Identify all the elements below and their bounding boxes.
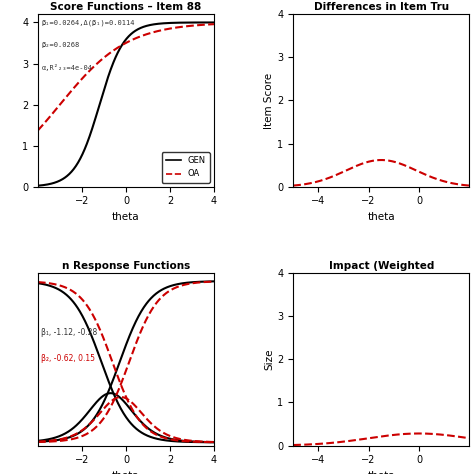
X-axis label: theta: theta <box>112 471 140 474</box>
Text: β₁, -1.12, -0.28: β₁, -1.12, -0.28 <box>41 328 98 337</box>
Text: β₂, -0.62, 0.15: β₂, -0.62, 0.15 <box>41 354 95 363</box>
Y-axis label: Size: Size <box>264 348 274 370</box>
X-axis label: theta: theta <box>367 212 395 222</box>
Legend: GEN, OA: GEN, OA <box>162 152 210 182</box>
Y-axis label: Item Score: Item Score <box>264 73 274 128</box>
Text: β₁=0.0264,Δ(β₁)=0.0114: β₁=0.0264,Δ(β₁)=0.0114 <box>41 19 135 26</box>
Text: β₂=0.0268: β₂=0.0268 <box>41 42 80 48</box>
X-axis label: theta: theta <box>112 212 140 222</box>
Title: Score Functions – Item 88: Score Functions – Item 88 <box>50 2 201 12</box>
Title: n Response Functions: n Response Functions <box>62 261 190 271</box>
X-axis label: theta: theta <box>367 471 395 474</box>
Title: Differences in Item Tru: Differences in Item Tru <box>314 2 449 12</box>
Title: Impact (Weighted: Impact (Weighted <box>328 261 434 271</box>
Text: α,R²₂₃=4e-04: α,R²₂₃=4e-04 <box>41 64 92 71</box>
